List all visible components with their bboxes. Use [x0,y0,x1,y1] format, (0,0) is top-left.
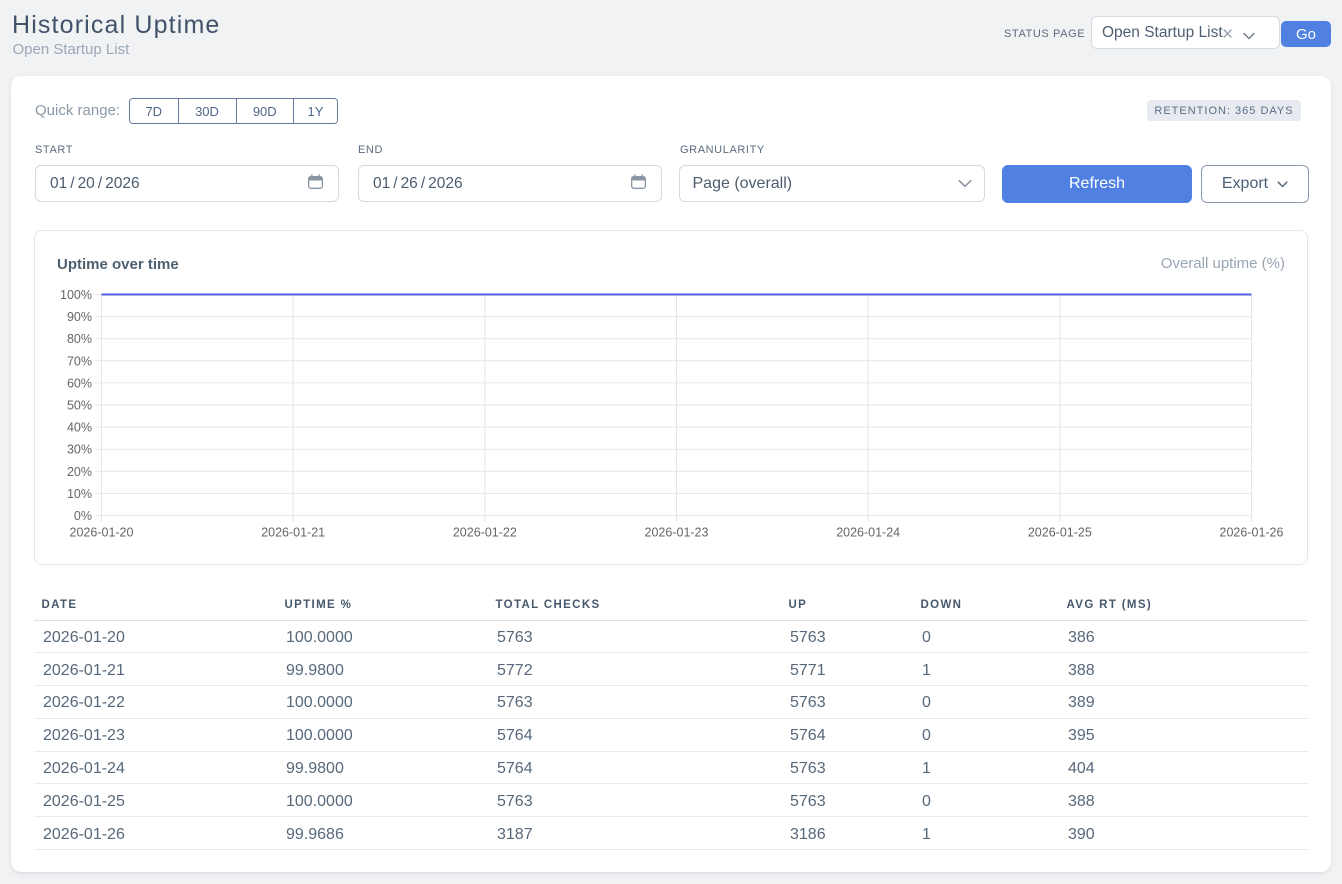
svg-text:90%: 90% [67,310,92,324]
svg-text:70%: 70% [67,354,92,368]
svg-text:2026-01-22: 2026-01-22 [453,526,517,540]
svg-text:2026-01-26: 2026-01-26 [1220,526,1284,540]
svg-text:0%: 0% [74,509,92,523]
svg-text:2026-01-20: 2026-01-20 [70,526,134,540]
svg-text:80%: 80% [67,332,92,346]
svg-text:100%: 100% [60,288,92,302]
svg-text:30%: 30% [67,443,92,457]
svg-text:2026-01-21: 2026-01-21 [261,526,325,540]
svg-text:20%: 20% [67,465,92,479]
svg-text:2026-01-24: 2026-01-24 [836,526,900,540]
svg-text:2026-01-23: 2026-01-23 [645,526,709,540]
svg-text:2026-01-25: 2026-01-25 [1028,526,1092,540]
svg-text:40%: 40% [67,421,92,435]
svg-text:50%: 50% [67,399,92,413]
svg-text:10%: 10% [67,487,92,501]
svg-text:60%: 60% [67,376,92,390]
